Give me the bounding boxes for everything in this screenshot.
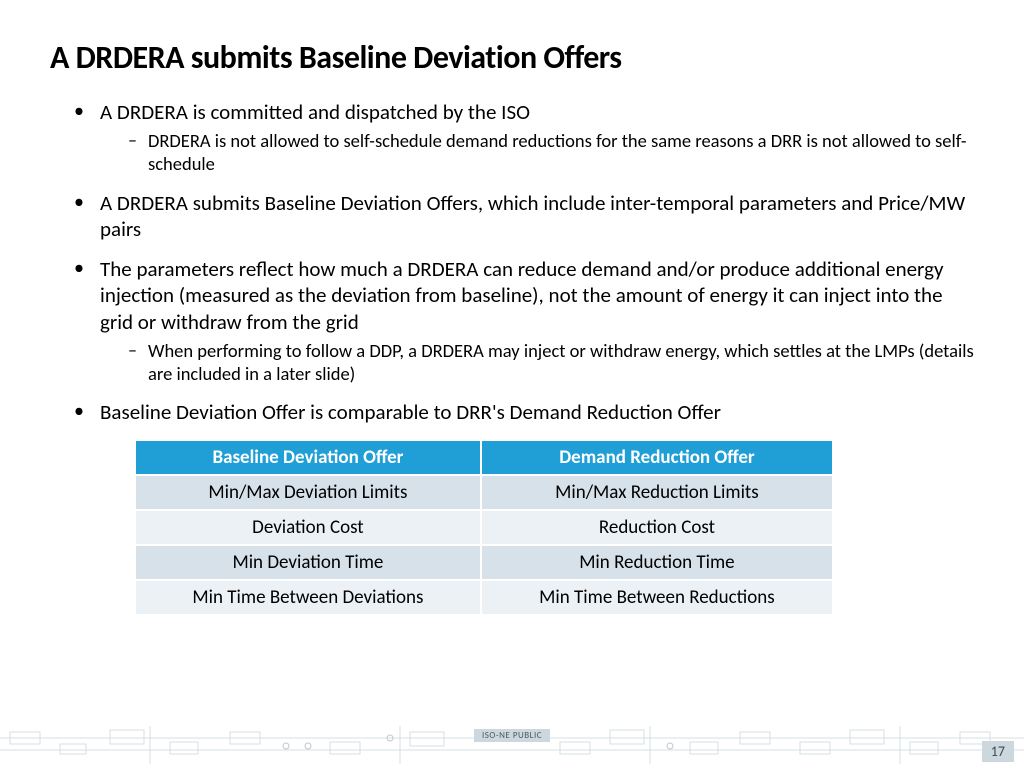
bullet-item: Baseline Deviation Offer is comparable t… (80, 399, 974, 425)
table-header: Baseline Deviation Offer (135, 440, 481, 475)
comparison-table: Baseline Deviation Offer Demand Reductio… (134, 439, 834, 616)
bullet-text: The parameters reflect how much a DRDERA… (100, 256, 944, 335)
table-row: Min Deviation Time Min Reduction Time (135, 545, 833, 580)
table-row: Deviation Cost Reduction Cost (135, 510, 833, 545)
table-cell: Deviation Cost (135, 510, 481, 545)
slide: A DRDERA submits Baseline Deviation Offe… (0, 0, 1024, 768)
sub-bullet: When performing to follow a DDP, a DRDER… (130, 339, 974, 385)
sub-bullet: DRDERA is not allowed to self-schedule d… (130, 129, 974, 175)
sub-list: DRDERA is not allowed to self-schedule d… (100, 129, 974, 175)
slide-footer: ISO-NE PUBLIC 17 (0, 720, 1024, 768)
slide-title: A DRDERA submits Baseline Deviation Offe… (50, 38, 974, 77)
table-row: Min Time Between Deviations Min Time Bet… (135, 580, 833, 615)
page-number: 17 (982, 741, 1014, 762)
bullet-text: A DRDERA is committed and dispatched by … (100, 99, 530, 125)
table-cell: Reduction Cost (481, 510, 833, 545)
table-cell: Min Deviation Time (135, 545, 481, 580)
table-cell: Min Reduction Time (481, 545, 833, 580)
comparison-table-wrap: Baseline Deviation Offer Demand Reductio… (134, 439, 834, 616)
bullet-item: A DRDERA submits Baseline Deviation Offe… (80, 190, 974, 243)
bullet-item: A DRDERA is committed and dispatched by … (80, 99, 974, 176)
footer-label: ISO-NE PUBLIC (474, 729, 550, 742)
circuit-decoration-icon (0, 726, 1024, 764)
table-header-row: Baseline Deviation Offer Demand Reductio… (135, 440, 833, 475)
bullet-text: Baseline Deviation Offer is comparable t… (100, 399, 721, 425)
table-cell: Min Time Between Deviations (135, 580, 481, 615)
bullet-item: The parameters reflect how much a DRDERA… (80, 256, 974, 385)
table-row: Min/Max Deviation Limits Min/Max Reducti… (135, 475, 833, 510)
sub-list: When performing to follow a DDP, a DRDER… (100, 339, 974, 385)
table-cell: Min/Max Reduction Limits (481, 475, 833, 510)
table-header: Demand Reduction Offer (481, 440, 833, 475)
bullet-list: A DRDERA is committed and dispatched by … (50, 99, 974, 425)
table-cell: Min/Max Deviation Limits (135, 475, 481, 510)
table-cell: Min Time Between Reductions (481, 580, 833, 615)
bullet-text: A DRDERA submits Baseline Deviation Offe… (100, 190, 965, 242)
